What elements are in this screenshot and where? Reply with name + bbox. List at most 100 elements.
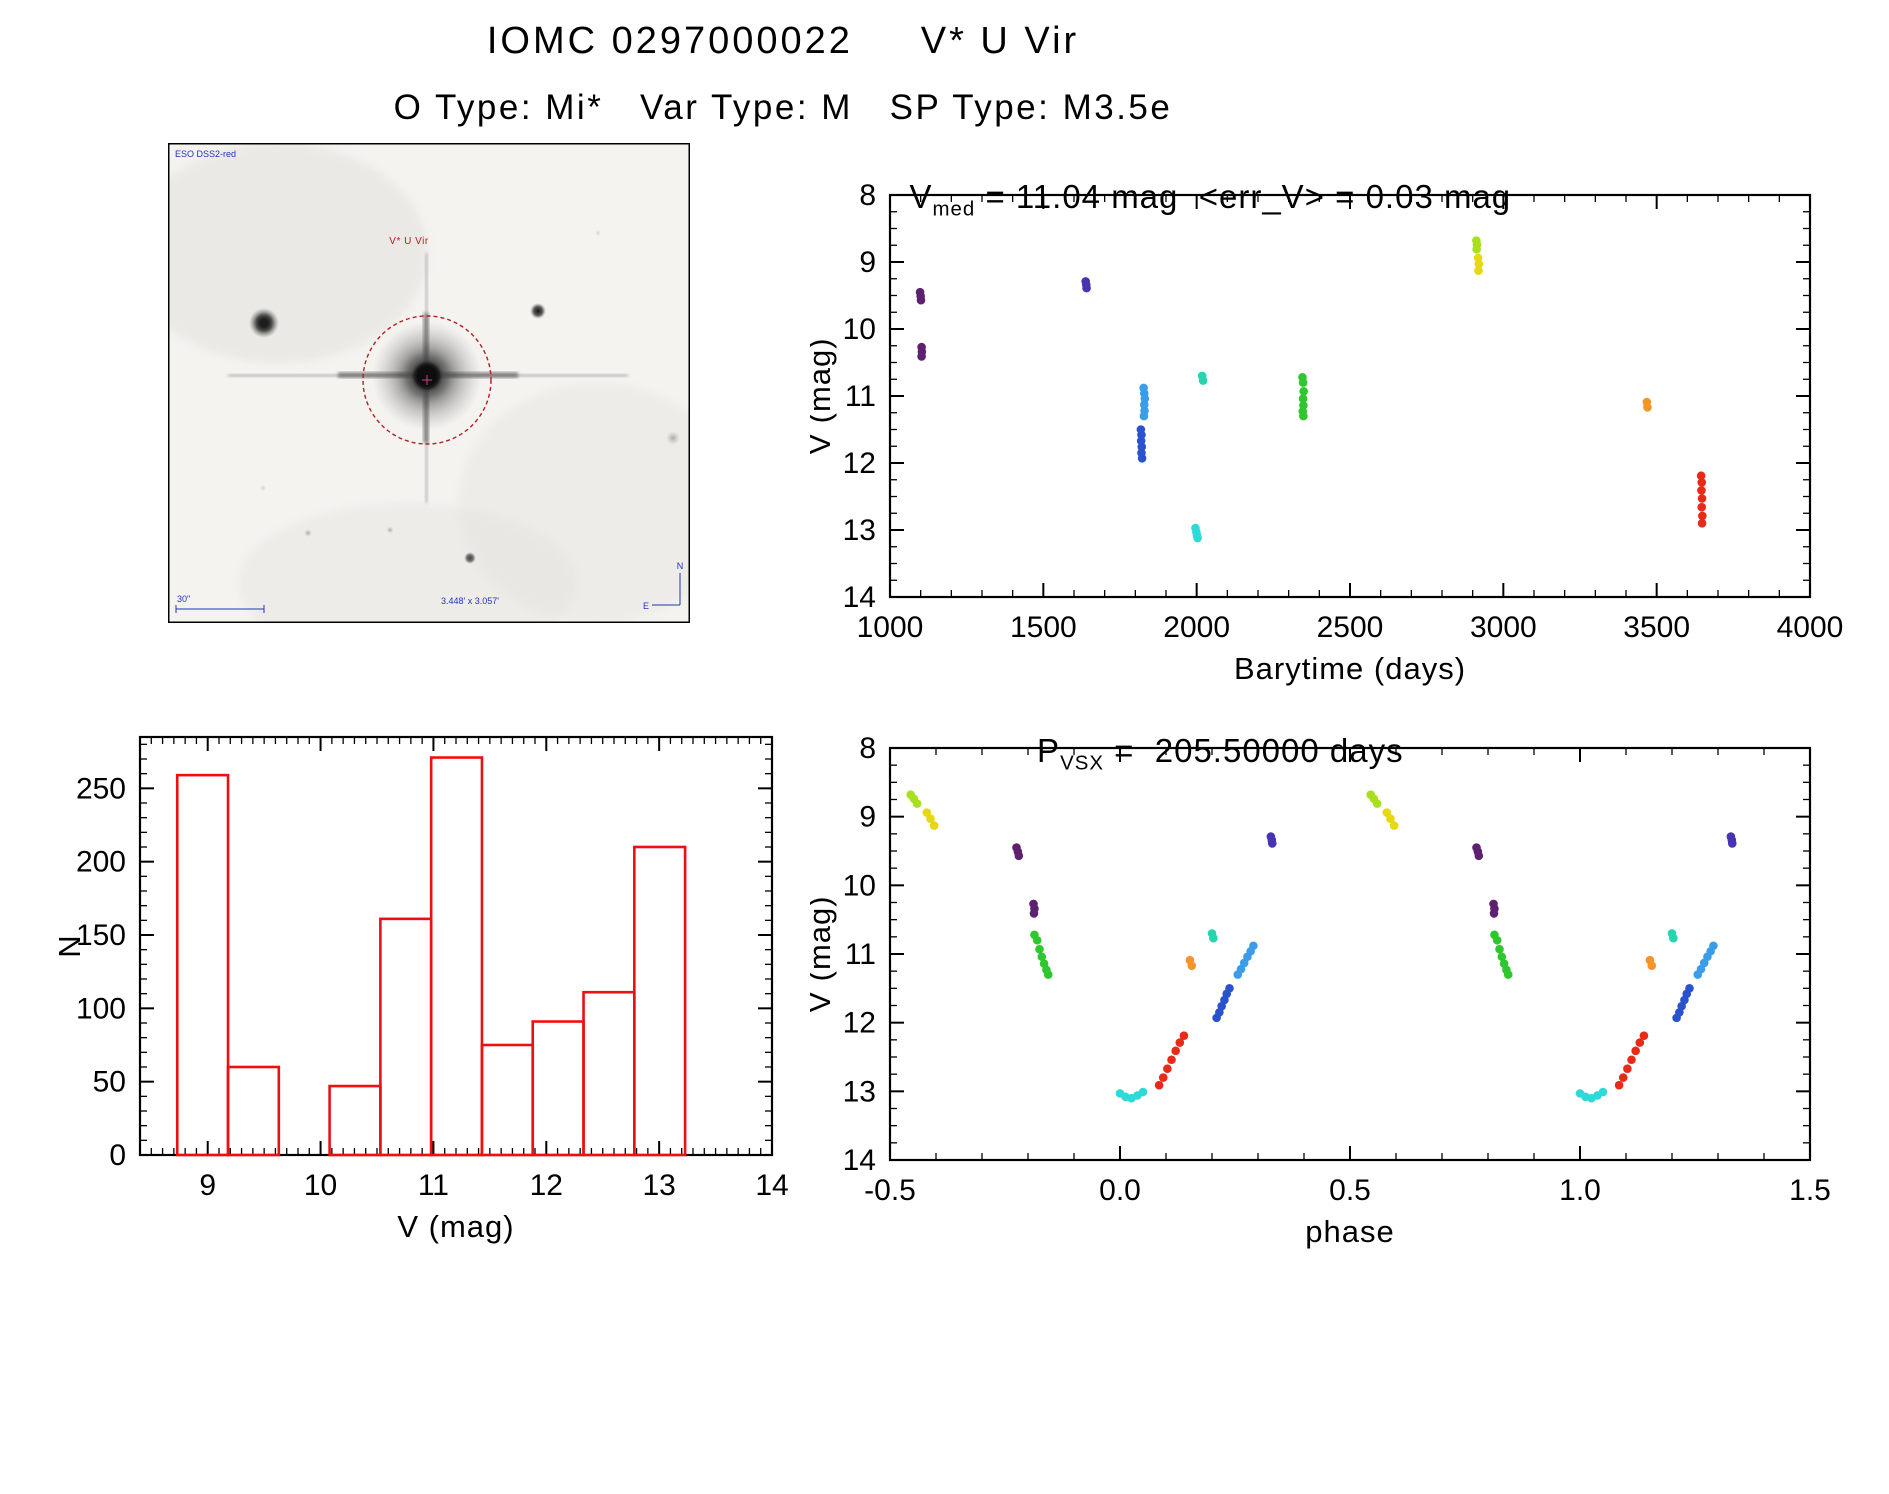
svg-text:-0.5: -0.5 xyxy=(864,1174,916,1207)
svg-text:9: 9 xyxy=(859,246,876,279)
histogram-plot: 9 10 11 12 13 14 0 50 100 150 200 250 V (mag) N xyxy=(52,735,789,1244)
series-phase-cyan xyxy=(1115,1087,1608,1103)
series-epoch-indigo xyxy=(1081,277,1091,293)
target-marker-circle xyxy=(362,315,492,445)
series-epoch-red xyxy=(1696,471,1707,528)
svg-text:2000: 2000 xyxy=(1163,611,1230,644)
svg-text:3000: 3000 xyxy=(1470,611,1537,644)
svg-text:3500: 3500 xyxy=(1623,611,1690,644)
histogram-axes: 9 10 11 12 13 14 0 50 100 150 200 250 V (mag) N xyxy=(52,735,789,1244)
svg-text:1.5: 1.5 xyxy=(1789,1174,1831,1207)
svg-text:V (mag): V (mag) xyxy=(810,337,837,454)
series-epoch-purple xyxy=(915,287,927,361)
compass-east-label: E xyxy=(643,601,649,611)
series-phase-indigo xyxy=(1266,832,1737,848)
svg-text:11: 11 xyxy=(418,1169,449,1202)
svg-text:9: 9 xyxy=(859,801,876,834)
field-star xyxy=(464,552,476,564)
fov-label: 3.448' x 3.057' xyxy=(441,596,499,606)
field-star-core xyxy=(258,317,270,329)
series-epoch-yellow xyxy=(1473,253,1484,276)
series-phase-yellowgreen xyxy=(906,790,1382,808)
series-epoch-yellowgreen xyxy=(1472,236,1482,254)
sky-mottle xyxy=(238,503,578,623)
series-phase-blue xyxy=(1212,984,1694,1023)
phase-plot: -0.5 0.0 0.5 1.0 1.5 8 9 10 11 12 13 14 phase V (mag) xyxy=(810,732,1831,1249)
svg-text:200: 200 xyxy=(76,846,126,879)
series-phase-yellow xyxy=(922,808,1399,830)
svg-text:150: 150 xyxy=(76,919,126,952)
compass-north-label: N xyxy=(677,561,684,571)
svg-text:12: 12 xyxy=(530,1169,563,1202)
svg-text:13: 13 xyxy=(843,514,876,547)
phase-axes: -0.5 0.0 0.5 1.0 1.5 8 9 10 11 12 13 14 phase V (mag) xyxy=(810,732,1831,1249)
svg-text:14: 14 xyxy=(843,1144,876,1177)
phase-title-rest: = 205.50000 days xyxy=(1103,732,1404,769)
lightcurve-axes: 1000 1500 2000 2500 3000 3500 4000 8 9 10 11 12 13 14… xyxy=(810,179,1843,686)
svg-text:14: 14 xyxy=(843,581,876,614)
series-phase-orange xyxy=(1185,955,1657,970)
svg-text:10: 10 xyxy=(843,313,876,346)
svg-text:12: 12 xyxy=(843,447,876,480)
svg-text:4000: 4000 xyxy=(1777,611,1844,644)
phase-title-prefix: P xyxy=(1037,732,1061,769)
lightcurve-title-sub: med xyxy=(932,197,976,221)
svg-text:9: 9 xyxy=(199,1169,216,1202)
field-star xyxy=(595,230,601,236)
svg-text:10: 10 xyxy=(304,1169,337,1202)
series-epoch-teal xyxy=(1197,371,1208,385)
svg-text:13: 13 xyxy=(843,1075,876,1108)
image-frame xyxy=(168,143,690,623)
svg-text:8: 8 xyxy=(859,179,876,212)
survey-label: ESO DSS2-red xyxy=(175,149,236,159)
svg-text:11: 11 xyxy=(845,380,876,413)
svg-text:250: 250 xyxy=(76,772,126,805)
series-phase-purple xyxy=(1012,843,1499,918)
target-label: V* U Vir xyxy=(389,236,429,247)
svg-text:1.0: 1.0 xyxy=(1559,1174,1601,1207)
field-star xyxy=(530,303,546,319)
field-star xyxy=(260,485,266,491)
star-field-image: V* U Vir ESO DSS2-red 30" 3.448' x 3.057… xyxy=(168,143,690,623)
svg-text:1000: 1000 xyxy=(857,611,924,644)
series-phase-lightblue xyxy=(1233,941,1718,979)
page-title: IOMC 0297000022 V* U Vir xyxy=(486,20,1080,62)
series-phase-red xyxy=(1154,1031,1649,1090)
svg-text:0.5: 0.5 xyxy=(1329,1174,1371,1207)
phase-title: PVSX = 205.50000 days xyxy=(820,694,1580,814)
scale-bar-label: 30" xyxy=(177,594,190,604)
svg-text:12: 12 xyxy=(843,1007,876,1040)
lightcurve-plot: 1000 1500 2000 2500 3000 3500 4000 8 9 10 11 12 13 14… xyxy=(810,179,1843,686)
svg-text:0.0: 0.0 xyxy=(1099,1174,1141,1207)
field-star xyxy=(304,529,312,537)
field-star xyxy=(666,431,680,445)
svg-text:50: 50 xyxy=(93,1066,126,1099)
series-phase-green xyxy=(1030,930,1513,979)
svg-text:V (mag): V (mag) xyxy=(810,895,837,1012)
phase-title-sub: VSX xyxy=(1060,751,1104,775)
svg-text:10: 10 xyxy=(843,869,876,902)
svg-text:14: 14 xyxy=(755,1169,788,1202)
series-epoch-cyan xyxy=(1191,523,1202,543)
svg-text:phase: phase xyxy=(1305,1214,1394,1249)
svg-text:2500: 2500 xyxy=(1317,611,1384,644)
series-phase-teal xyxy=(1207,929,1678,943)
svg-text:0: 0 xyxy=(109,1139,126,1172)
svg-text:11: 11 xyxy=(845,938,876,971)
series-epoch-green xyxy=(1298,372,1308,421)
svg-text:8: 8 xyxy=(859,732,876,765)
histogram-bars xyxy=(175,756,687,1157)
svg-text:100: 100 xyxy=(76,992,126,1025)
sky-mottle xyxy=(168,143,428,363)
svg-text:N: N xyxy=(52,934,87,957)
svg-text:V (mag): V (mag) xyxy=(397,1209,514,1244)
series-epoch-blue xyxy=(1136,425,1147,463)
svg-text:1500: 1500 xyxy=(1010,611,1077,644)
svg-text:Barytime (days): Barytime (days) xyxy=(1234,651,1466,686)
series-epoch-lightblue xyxy=(1139,383,1150,421)
series-epoch-orange xyxy=(1642,397,1652,412)
page-subtitle: O Type: Mi* Var Type: M SP Type: M3.5e xyxy=(393,88,1173,127)
field-star xyxy=(386,526,394,534)
svg-text:13: 13 xyxy=(642,1169,675,1202)
